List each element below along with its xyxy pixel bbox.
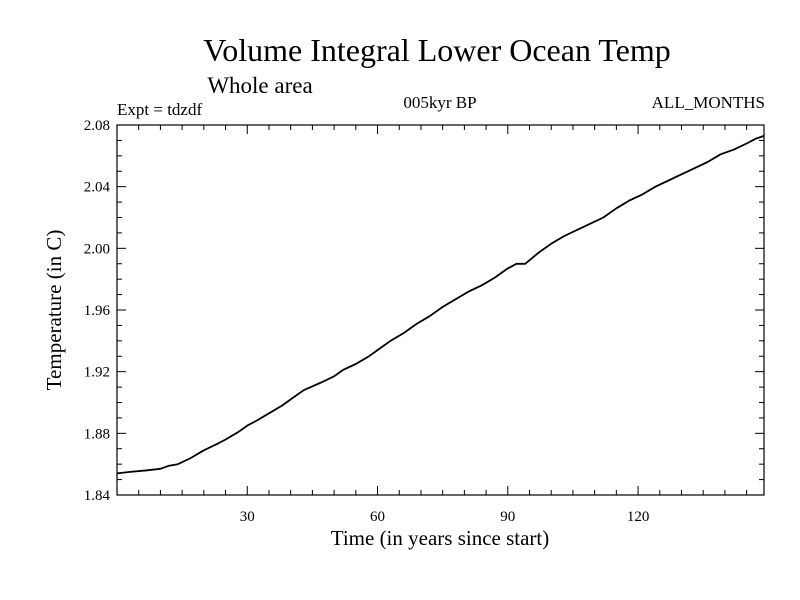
y-tick-label: 2.04 [84, 180, 111, 196]
annotation-period: 005kyr BP [403, 93, 476, 112]
y-tick-labels: 1.84 1.88 1.92 1.96 2.00 2.04 2.08 [84, 118, 111, 504]
y-tick-label: 1.84 [84, 488, 111, 504]
y-tick-label: 1.96 [84, 303, 111, 319]
chart-subtitle: Whole area [207, 73, 312, 98]
x-tick-label: 90 [500, 509, 515, 525]
series-lines [116, 134, 765, 475]
x-axis-label: Time (in years since start) [331, 526, 550, 550]
annotation-months: ALL_MONTHS [652, 93, 765, 112]
series-line [116, 134, 765, 475]
x-tick-labels: 30 60 90 120 [240, 509, 650, 525]
x-tick-label: 30 [240, 509, 255, 525]
y-tick-label: 2.08 [84, 118, 110, 134]
annotation-experiment: Expt = tdzdf [117, 100, 202, 119]
x-tick-label: 120 [627, 509, 650, 525]
y-tick-label: 1.88 [84, 426, 110, 442]
y-tick-label: 1.92 [84, 365, 110, 381]
plot-frame [116, 124, 765, 496]
y-tick-label: 2.00 [84, 241, 110, 257]
chart-title: Volume Integral Lower Ocean Temp [203, 32, 671, 68]
x-tick-label: 60 [370, 509, 385, 525]
y-axis-label: Temperature (in C) [42, 230, 66, 391]
axis-ticks [117, 124, 764, 496]
